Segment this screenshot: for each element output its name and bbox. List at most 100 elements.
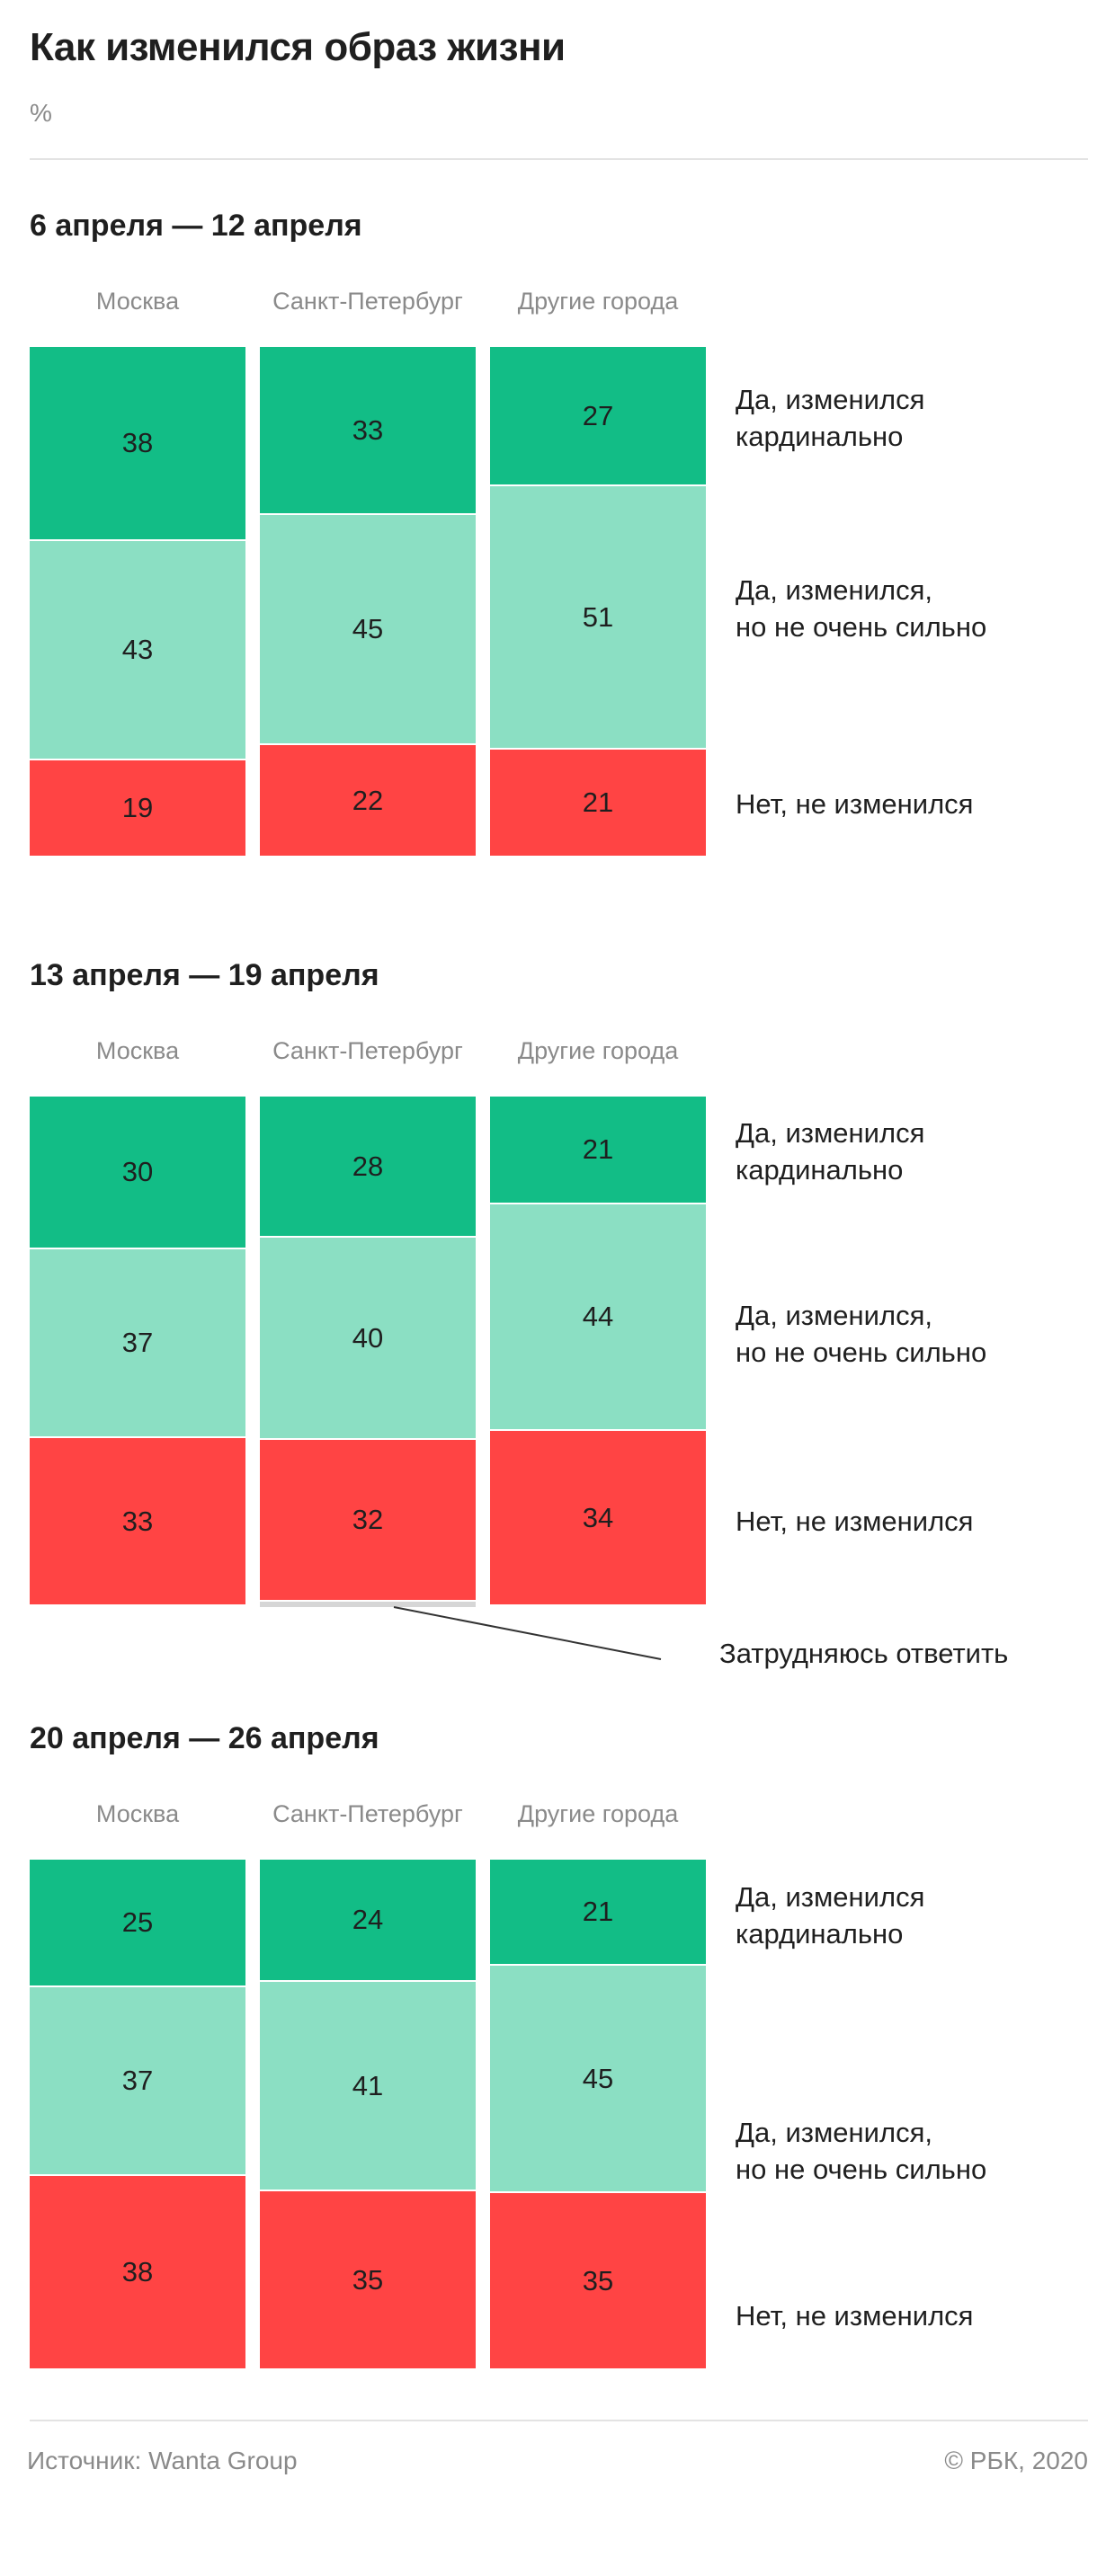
bottom-divider bbox=[30, 2420, 1088, 2421]
bar-segment-no-change: 21 bbox=[490, 750, 706, 856]
legend-line: но не очень сильно bbox=[736, 611, 987, 643]
period-title: 20 апреля — 26 апреля bbox=[30, 1721, 379, 1755]
legend-item-mild-change: Да, изменился, но не очень сильно bbox=[736, 2114, 986, 2188]
column-header-other-cities: Другие города bbox=[517, 288, 679, 315]
legend-line: Да, изменился bbox=[736, 384, 925, 415]
bar-segment-strong-change: 27 bbox=[490, 347, 706, 484]
bar-segment-hard-to-answer bbox=[260, 1602, 476, 1607]
data-label: 35 bbox=[582, 2264, 614, 2296]
legend-line: Да, изменился bbox=[736, 1881, 925, 1913]
data-label: 30 bbox=[121, 1156, 154, 1187]
column-header-other-cities: Другие города bbox=[517, 1800, 679, 1827]
legend-line: Да, изменился, bbox=[736, 2117, 932, 2148]
data-label: 43 bbox=[121, 634, 154, 665]
legend-line: Нет, не изменился bbox=[736, 2300, 974, 2332]
legend-line: кардинально bbox=[736, 421, 904, 452]
data-label: 38 bbox=[121, 427, 154, 458]
bar-segment-no-change: 33 bbox=[30, 1438, 245, 1604]
legend-line: Да, изменился, bbox=[736, 574, 932, 606]
data-label: 28 bbox=[352, 1150, 384, 1182]
legend-item-no-change: Нет, не изменился bbox=[736, 1503, 973, 1540]
bar-segment-no-change: 38 bbox=[30, 2176, 245, 2368]
column-header-moscow: Москва bbox=[95, 1037, 180, 1064]
column-header-spb: Санкт-Петербург bbox=[272, 288, 463, 315]
bar-segment-mild-change: 41 bbox=[260, 1982, 476, 2190]
bar-segment-mild-change: 51 bbox=[490, 486, 706, 748]
bar-segment-no-change: 32 bbox=[260, 1440, 476, 1600]
period-title: 13 апреля — 19 апреля bbox=[30, 958, 379, 992]
data-label: 21 bbox=[582, 1133, 614, 1165]
bar-segment-mild-change: 44 bbox=[490, 1204, 706, 1429]
bar-segment-no-change: 35 bbox=[260, 2191, 476, 2368]
bar-segment-no-change: 19 bbox=[30, 760, 245, 856]
legend-line: кардинально bbox=[736, 1918, 904, 1950]
legend-line: Да, изменился bbox=[736, 1117, 925, 1149]
data-label: 33 bbox=[352, 413, 384, 446]
bar-segment-strong-change: 24 bbox=[260, 1860, 476, 1980]
bar-segment-strong-change: 33 bbox=[260, 347, 476, 513]
column-header-other-cities: Другие города bbox=[517, 1037, 679, 1064]
bar-segment-mild-change: 43 bbox=[30, 541, 245, 759]
copyright-note: © РБК, 2020 bbox=[944, 2447, 1088, 2474]
data-label: 41 bbox=[352, 2069, 384, 2101]
legend-item-strong-change: Да, изменился кардинально bbox=[736, 1115, 924, 1188]
data-label: 38 bbox=[121, 2256, 154, 2287]
data-label: 37 bbox=[121, 2065, 154, 2096]
bar-segment-mild-change: 45 bbox=[260, 515, 476, 743]
legend-item-no-change: Нет, не изменился bbox=[736, 786, 973, 822]
bar-segment-strong-change: 38 bbox=[30, 347, 245, 539]
data-label: 51 bbox=[582, 600, 614, 633]
page-title: Как изменился образ жизни bbox=[30, 25, 566, 69]
legend-item-mild-change: Да, изменился, но не очень сильно bbox=[736, 1297, 986, 1371]
bar-segment-no-change: 22 bbox=[260, 745, 476, 856]
column-header-spb: Санкт-Петербург bbox=[272, 1037, 463, 1064]
hard-to-answer-label: Затрудняюсь ответить bbox=[719, 1638, 1009, 1669]
bar-segment-strong-change: 28 bbox=[260, 1097, 476, 1236]
data-label: 33 bbox=[121, 1505, 154, 1537]
data-label: 37 bbox=[121, 1327, 154, 1358]
legend-line: Нет, не изменился bbox=[736, 1506, 974, 1537]
data-label: 21 bbox=[582, 1896, 614, 1927]
column-header-spb: Санкт-Петербург bbox=[272, 1800, 463, 1827]
period-title: 6 апреля — 12 апреля bbox=[30, 209, 362, 243]
data-label: 21 bbox=[582, 786, 614, 818]
data-label: 40 bbox=[352, 1321, 384, 1354]
data-label: 45 bbox=[352, 613, 384, 644]
data-label: 24 bbox=[352, 1904, 384, 1935]
bar-segment-mild-change: 37 bbox=[30, 1987, 245, 2174]
data-label: 34 bbox=[582, 1501, 614, 1533]
data-label: 44 bbox=[582, 1301, 614, 1332]
legend-item-strong-change: Да, изменился кардинально bbox=[736, 1879, 924, 1952]
data-label: 19 bbox=[121, 792, 154, 823]
hard-to-answer-leader-line bbox=[393, 1606, 662, 1660]
bar-segment-strong-change: 21 bbox=[490, 1860, 706, 1964]
data-label: 45 bbox=[582, 2062, 614, 2094]
data-label: 25 bbox=[121, 1906, 154, 1938]
legend-item-no-change: Нет, не изменился bbox=[736, 2297, 973, 2334]
bar-segment-mild-change: 40 bbox=[260, 1238, 476, 1438]
legend-line: но не очень сильно bbox=[736, 2154, 987, 2185]
legend-line: Да, изменился, bbox=[736, 1300, 932, 1331]
bar-segment-no-change: 35 bbox=[490, 2193, 706, 2368]
column-header-moscow: Москва bbox=[95, 288, 180, 315]
data-label: 27 bbox=[582, 399, 614, 431]
bar-segment-strong-change: 21 bbox=[490, 1097, 706, 1203]
data-label: 35 bbox=[352, 2263, 384, 2296]
source-note: Источник: Wanta Group bbox=[27, 2447, 298, 2474]
unit-label: % bbox=[30, 99, 52, 127]
bar-segment-mild-change: 45 bbox=[490, 1966, 706, 2191]
bar-segment-mild-change: 37 bbox=[30, 1249, 245, 1436]
bar-segment-strong-change: 30 bbox=[30, 1097, 245, 1248]
top-divider bbox=[30, 158, 1088, 160]
bar-segment-strong-change: 25 bbox=[30, 1860, 245, 1985]
legend-item-strong-change: Да, изменился кардинально bbox=[736, 381, 924, 455]
legend-line: кардинально bbox=[736, 1154, 904, 1186]
bar-segment-no-change: 34 bbox=[490, 1431, 706, 1604]
legend-line: Нет, не изменился bbox=[736, 788, 974, 820]
data-label: 32 bbox=[352, 1504, 384, 1535]
data-label: 22 bbox=[352, 784, 384, 816]
column-header-moscow: Москва bbox=[95, 1800, 180, 1827]
legend-item-mild-change: Да, изменился, но не очень сильно bbox=[736, 572, 986, 645]
legend-line: но не очень сильно bbox=[736, 1337, 987, 1368]
